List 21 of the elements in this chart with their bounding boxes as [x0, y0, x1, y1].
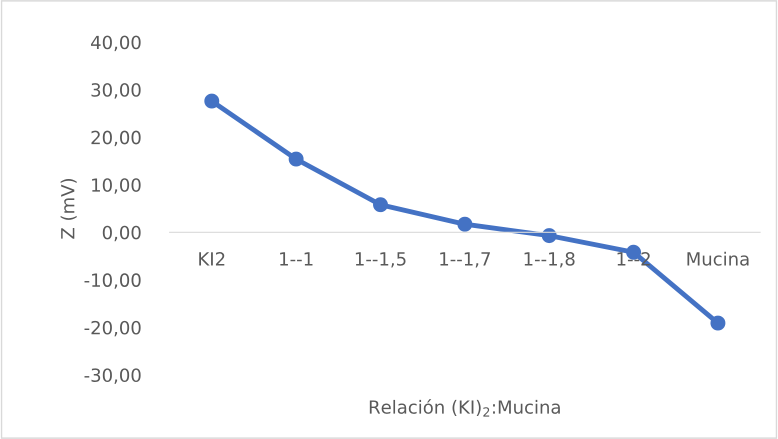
- y-tick-label: -20,00: [84, 320, 141, 336]
- y-tick-label: -30,00: [84, 368, 141, 384]
- x-tick-label: 1--1,7: [440, 252, 490, 268]
- point: [204, 94, 220, 109]
- y-axis-title: Z (mV): [60, 179, 77, 239]
- y-tick-label: 30,00: [92, 83, 141, 99]
- y-tick-label: 40,00: [91, 36, 141, 52]
- y-tick-label: 0,00: [102, 226, 141, 242]
- x-axis-title: Relación (KI)$_{2}$:Mucina: [370, 399, 560, 417]
- x-tick-label: 1--1,5: [356, 252, 406, 268]
- point: [457, 216, 472, 232]
- x-tick-label: 1--1: [280, 252, 312, 266]
- x-tick-label: 1--1,8: [524, 252, 575, 268]
- y-tick-label: -10,00: [84, 273, 141, 289]
- x-tick-label: KI2: [199, 252, 224, 266]
- point: [373, 197, 388, 212]
- point: [710, 316, 726, 331]
- y-tick-label: 10,00: [92, 178, 141, 194]
- x-tick-label: Mucina: [687, 252, 749, 266]
- y-tick-label: 20,00: [91, 130, 141, 146]
- point: [288, 152, 304, 167]
